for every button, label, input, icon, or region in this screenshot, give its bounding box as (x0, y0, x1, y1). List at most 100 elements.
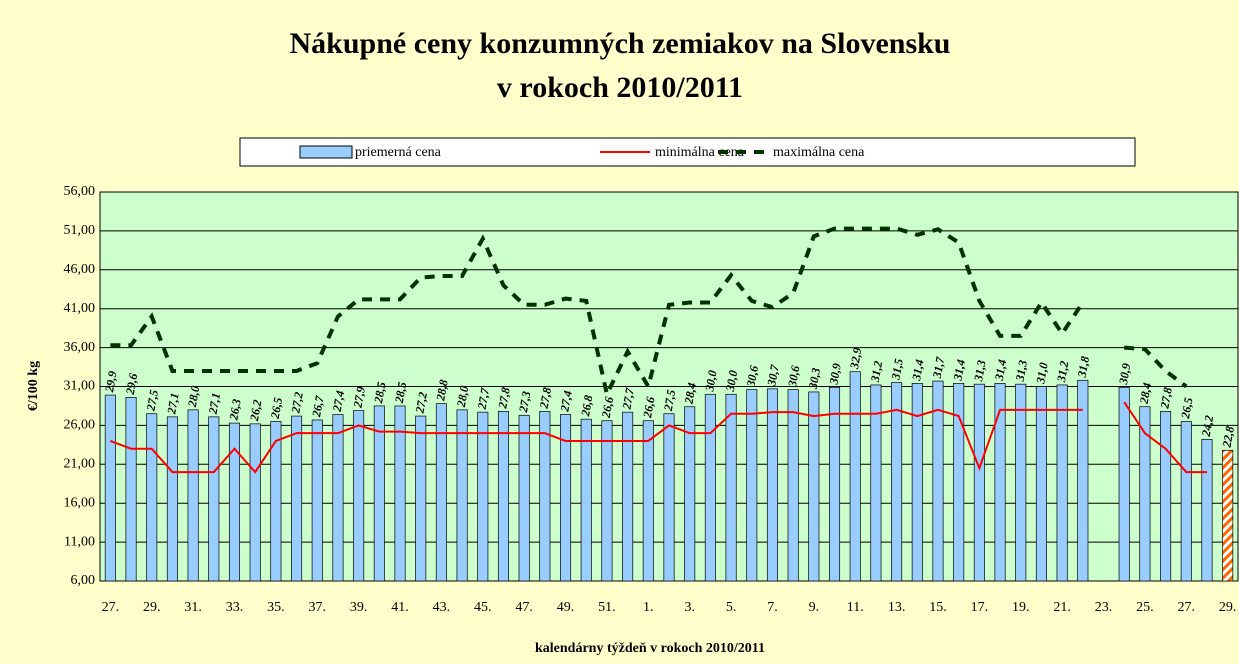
y-tick-label: 46,00 (64, 262, 96, 277)
y-tick-label: 11,00 (64, 534, 95, 549)
bar (642, 420, 654, 582)
bar (373, 405, 385, 582)
bar (187, 409, 199, 582)
bar (456, 409, 468, 582)
bar (1160, 411, 1172, 582)
value-label: 29,9 (102, 370, 120, 394)
value-label: 30,6 (743, 364, 761, 388)
bar (228, 422, 241, 582)
x-tick-label: 19. (1012, 600, 1030, 615)
bar (973, 383, 985, 582)
x-tick-label: 49. (557, 600, 575, 615)
x-tick-label: 27. (102, 600, 120, 615)
value-label: 30,3 (806, 367, 824, 391)
bar (1180, 421, 1192, 582)
x-tick-label: 43. (433, 600, 451, 615)
value-label: 27,4 (330, 389, 348, 413)
value-label: 31,2 (868, 360, 886, 384)
bar (208, 416, 220, 582)
bar (580, 418, 592, 582)
bar (725, 393, 737, 582)
bar (663, 413, 675, 582)
x-tick-label: 11. (847, 600, 864, 615)
legend-label: maximálna cena (773, 145, 865, 160)
bar (808, 391, 820, 582)
value-label: 27,2 (288, 391, 306, 415)
value-label: 27,1 (164, 392, 182, 416)
bar (704, 393, 716, 582)
value-label: 28,0 (185, 385, 203, 409)
legend-label: priemerná cena (355, 145, 442, 160)
value-label: 27,4 (557, 389, 575, 413)
bar (601, 420, 613, 582)
bar (911, 383, 923, 582)
value-label: 26,6 (640, 396, 658, 420)
bar (560, 414, 572, 582)
value-label: 28,0 (454, 385, 472, 409)
value-label: 26,2 (247, 399, 265, 423)
bar (166, 416, 178, 582)
value-label: 31,8 (1075, 355, 1093, 379)
value-label: 26,6 (599, 396, 617, 420)
line (110, 226, 1188, 401)
value-label: 31,4 (992, 358, 1010, 382)
bar (291, 415, 303, 582)
value-label: 27,5 (661, 389, 679, 413)
y-tick-label: 56,00 (64, 184, 96, 199)
x-tick-label: 41. (391, 600, 409, 615)
value-label: 26,5 (1178, 396, 1196, 420)
value-label: 27,5 (143, 389, 161, 413)
value-label: 26,7 (309, 394, 327, 419)
value-label: 27,3 (516, 390, 534, 414)
bar (622, 411, 634, 582)
bar (1035, 386, 1047, 582)
line (109, 401, 1207, 474)
x-tick-label: 31. (184, 600, 202, 615)
legend (239, 137, 1136, 167)
bar (891, 382, 903, 582)
bar (932, 380, 944, 582)
x-tick-label: 29. (143, 600, 161, 615)
bar (787, 389, 799, 582)
value-label: 28,5 (392, 381, 410, 405)
value-label: 31,3 (1012, 359, 1030, 383)
y-tick-label: 36,00 (64, 340, 96, 355)
bar (994, 383, 1006, 582)
value-label: 28,4 (1137, 382, 1155, 406)
x-tick-label: 39. (350, 600, 368, 615)
bar (849, 371, 861, 582)
bar (746, 389, 758, 582)
bar (1118, 386, 1130, 582)
x-tick-label: 35. (267, 600, 285, 615)
value-label: 29,6 (123, 372, 141, 396)
bar (270, 421, 282, 582)
value-label: 27,1 (206, 392, 224, 416)
legend-label: minimálna cena (655, 145, 745, 160)
bar (415, 415, 427, 582)
value-label: 31,7 (930, 355, 948, 380)
value-label: 26,8 (578, 394, 596, 418)
value-label: 31,0 (1033, 361, 1051, 385)
value-label: 26,5 (268, 396, 286, 420)
value-label: 27,9 (350, 386, 368, 410)
x-axis-label: kalendárny týždeň v rokoch 2010/2011 (535, 641, 765, 656)
value-label: 31,4 (909, 358, 927, 382)
bar (104, 394, 116, 582)
bar (477, 411, 489, 582)
value-label: 30,6 (785, 364, 803, 388)
value-label: 22,8 (1219, 425, 1237, 449)
value-label: 27,8 (1157, 386, 1175, 410)
x-tick-label: 1. (643, 600, 654, 615)
value-label: 28,8 (433, 379, 451, 403)
bar (1077, 379, 1089, 582)
bar (766, 388, 778, 582)
bar (1222, 449, 1234, 582)
value-label: 27,7 (474, 386, 492, 411)
bar (829, 386, 841, 582)
value-label: 30,7 (764, 363, 782, 388)
bar (249, 423, 261, 582)
y-axis-label: €/100 kg (26, 361, 41, 411)
value-label: 31,3 (971, 359, 989, 383)
value-label: 27,8 (495, 386, 513, 410)
